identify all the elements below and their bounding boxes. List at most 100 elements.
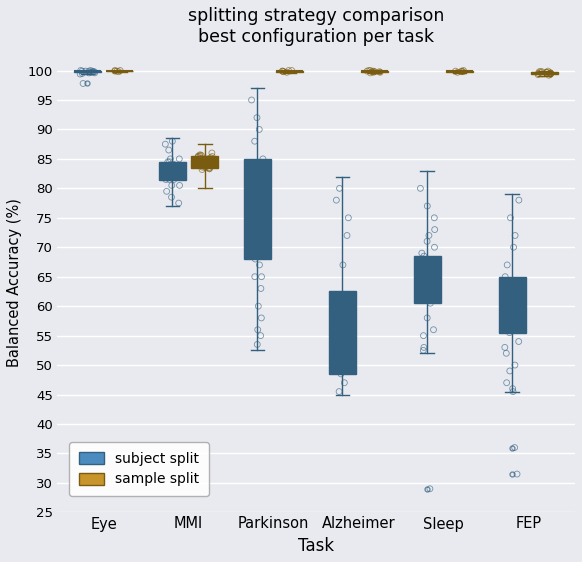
Point xyxy=(252,113,261,122)
Point xyxy=(514,196,524,205)
Point xyxy=(253,340,262,349)
Point xyxy=(88,67,98,76)
Point xyxy=(257,272,266,281)
Point xyxy=(204,163,214,172)
Point xyxy=(168,169,178,178)
Point xyxy=(194,155,204,164)
Point xyxy=(163,157,172,166)
Point xyxy=(169,160,179,169)
Point xyxy=(193,153,203,162)
Point xyxy=(77,69,87,78)
Point xyxy=(76,70,85,79)
Point xyxy=(375,67,384,76)
Point xyxy=(429,325,438,334)
PathPatch shape xyxy=(531,72,558,74)
Point xyxy=(198,155,208,164)
Point xyxy=(419,252,428,261)
Point xyxy=(168,137,177,146)
Point xyxy=(418,346,428,355)
PathPatch shape xyxy=(414,256,441,303)
Point xyxy=(175,181,184,190)
Point xyxy=(171,172,180,181)
Point xyxy=(335,387,344,396)
Point xyxy=(90,67,99,76)
Point xyxy=(86,68,95,77)
Point xyxy=(459,67,468,76)
Point xyxy=(198,162,207,171)
PathPatch shape xyxy=(244,159,271,259)
Point xyxy=(508,384,517,393)
Point xyxy=(535,67,544,76)
Point xyxy=(423,237,432,246)
Point xyxy=(247,96,256,105)
Point xyxy=(207,161,216,170)
Point xyxy=(364,66,374,75)
PathPatch shape xyxy=(329,292,356,374)
Point xyxy=(206,153,215,162)
Point xyxy=(161,166,170,175)
Point xyxy=(343,325,353,334)
Point xyxy=(161,140,170,149)
Point xyxy=(417,248,427,257)
Point xyxy=(84,69,94,78)
Point xyxy=(246,184,255,193)
PathPatch shape xyxy=(74,70,101,72)
Point xyxy=(430,225,439,234)
PathPatch shape xyxy=(106,70,133,71)
PathPatch shape xyxy=(276,70,303,72)
Point xyxy=(257,196,266,205)
Point xyxy=(333,355,342,364)
Point xyxy=(508,302,517,311)
Point xyxy=(169,160,179,169)
Point xyxy=(166,155,175,164)
Point xyxy=(201,158,210,167)
Point xyxy=(175,155,184,164)
Point xyxy=(502,378,512,387)
PathPatch shape xyxy=(159,162,186,179)
Point xyxy=(205,164,214,173)
Point xyxy=(420,260,429,269)
Point xyxy=(419,331,428,340)
Point xyxy=(254,302,263,311)
Point xyxy=(174,198,183,207)
Point xyxy=(514,337,523,346)
Point xyxy=(425,299,435,308)
Point xyxy=(196,157,205,166)
Point xyxy=(205,165,214,174)
Point xyxy=(503,314,512,323)
Point xyxy=(416,184,425,193)
Point xyxy=(208,152,217,161)
Point xyxy=(342,290,352,299)
Point xyxy=(197,165,207,174)
Legend: subject split, sample split: subject split, sample split xyxy=(69,442,209,496)
Point xyxy=(165,166,174,175)
Point xyxy=(430,272,439,281)
Point xyxy=(197,157,207,166)
PathPatch shape xyxy=(446,70,473,72)
Point xyxy=(500,343,509,352)
Point xyxy=(501,290,510,299)
Point xyxy=(207,148,217,157)
Point xyxy=(114,67,123,76)
Point xyxy=(332,361,342,370)
Point xyxy=(546,70,555,79)
Point xyxy=(161,175,171,184)
Point xyxy=(250,172,259,181)
Point xyxy=(165,157,174,166)
PathPatch shape xyxy=(499,277,526,333)
Point xyxy=(513,325,523,334)
Point xyxy=(77,67,87,76)
Point xyxy=(340,378,349,387)
Point xyxy=(333,293,343,302)
Point xyxy=(167,193,176,202)
Point xyxy=(370,67,379,76)
Point xyxy=(164,146,173,155)
Point xyxy=(510,443,519,452)
Point xyxy=(453,68,462,77)
Point xyxy=(207,156,216,165)
Y-axis label: Balanced Accuracy (%): Balanced Accuracy (%) xyxy=(7,198,22,367)
Point xyxy=(246,243,255,252)
Point xyxy=(546,69,555,78)
Point xyxy=(342,349,351,358)
Point xyxy=(338,260,347,269)
